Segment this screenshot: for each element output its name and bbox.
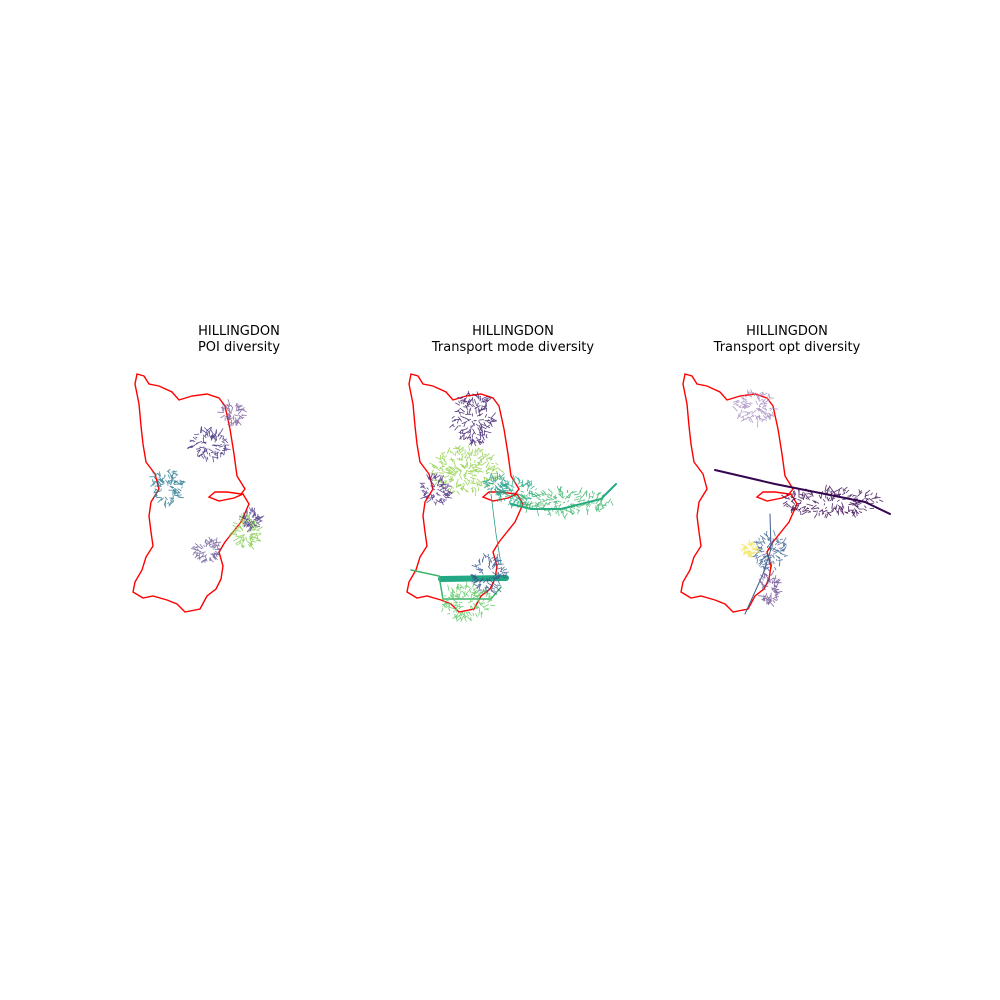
isochrone-cluster bbox=[149, 468, 186, 509]
network-segments bbox=[732, 389, 779, 428]
network-segments bbox=[441, 579, 496, 622]
panel-title: HILLINGDON Transport mode diversity bbox=[368, 324, 658, 356]
panel-mode-map bbox=[406, 373, 617, 622]
network-segments bbox=[149, 468, 186, 509]
panel-title: HILLINGDON Transport opt diversity bbox=[642, 324, 932, 356]
isochrone-cluster bbox=[190, 536, 223, 564]
isochrone-cluster bbox=[781, 484, 884, 519]
panel-transport-opt: HILLINGDON Transport opt diversity bbox=[642, 0, 932, 1000]
isochrone-cluster bbox=[186, 426, 231, 463]
isochrone-cluster bbox=[419, 473, 453, 506]
network-segments bbox=[239, 507, 265, 533]
network-segments bbox=[186, 426, 231, 463]
isochrone-cluster bbox=[758, 570, 783, 607]
network-segments bbox=[419, 473, 453, 506]
panel-title: HILLINGDON POI diversity bbox=[94, 324, 384, 356]
panel-poi-map bbox=[132, 373, 265, 613]
network-segments bbox=[517, 485, 614, 520]
isochrone-cluster bbox=[517, 485, 614, 520]
isochrone-cluster bbox=[441, 579, 496, 622]
isochrone-cluster bbox=[732, 389, 779, 428]
isochrone-cluster bbox=[449, 390, 497, 447]
panel-opt-map bbox=[680, 373, 891, 615]
network-segments bbox=[740, 539, 762, 559]
panel-transport-mode: HILLINGDON Transport mode diversity bbox=[368, 0, 658, 1000]
route-strand bbox=[510, 483, 617, 510]
isochrone-cluster bbox=[217, 399, 247, 427]
area-name: HILLINGDON bbox=[746, 324, 828, 339]
isochrone-cluster bbox=[239, 507, 265, 533]
isochrone-cluster bbox=[740, 539, 762, 559]
route-strand bbox=[490, 493, 502, 565]
network-segments bbox=[781, 484, 884, 519]
network-segments bbox=[449, 390, 497, 447]
panel-subtitle: Transport opt diversity bbox=[713, 340, 861, 355]
isochrone-cluster bbox=[482, 471, 510, 497]
network-segments bbox=[217, 399, 247, 427]
network-segments bbox=[190, 536, 223, 564]
route-strand bbox=[744, 513, 772, 615]
panel-subtitle: POI diversity bbox=[197, 340, 281, 355]
panel-subtitle: Transport mode diversity bbox=[431, 340, 595, 355]
isochrone-cluster bbox=[751, 530, 788, 572]
area-name: HILLINGDON bbox=[472, 324, 554, 339]
network-segments bbox=[470, 553, 510, 595]
network-segments bbox=[751, 530, 788, 572]
network-segments bbox=[482, 471, 510, 497]
panel-poi: HILLINGDON POI diversity bbox=[94, 0, 384, 1000]
network-segments bbox=[758, 570, 783, 607]
route-strand bbox=[714, 469, 891, 515]
isochrone-cluster bbox=[470, 553, 510, 595]
area-name: HILLINGDON bbox=[198, 324, 280, 339]
